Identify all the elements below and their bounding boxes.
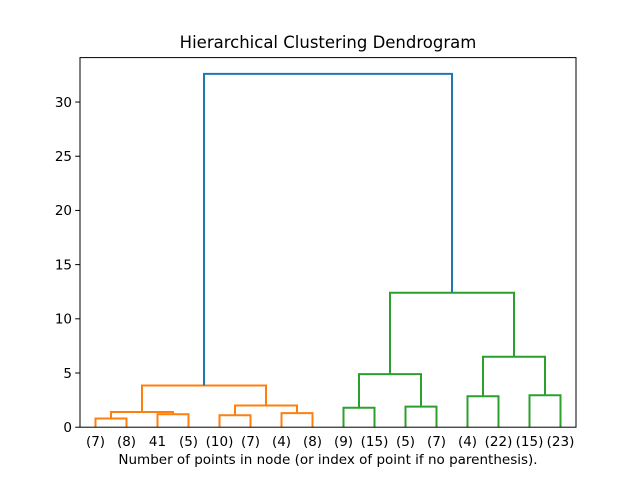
- leaf-label: (22): [485, 434, 513, 450]
- leaf-label: (15): [361, 434, 389, 450]
- dendrogram-link: [342, 406, 376, 428]
- leaf-label: (15): [516, 434, 544, 450]
- leaf-label: (5): [179, 434, 198, 450]
- leaf-label: (7): [427, 434, 446, 450]
- dendrogram-link: [203, 72, 453, 386]
- leaf-label: (8): [117, 434, 136, 450]
- dendrogram-link: [404, 405, 438, 428]
- leaf-label: (7): [86, 434, 105, 450]
- dendrogram-link: [280, 412, 314, 428]
- leaf-label: (8): [303, 434, 322, 450]
- dendrogram-link: [528, 394, 562, 428]
- dendrogram-link: [466, 395, 500, 428]
- leaf-label: 41: [149, 434, 166, 450]
- axes-frame: [79, 57, 577, 428]
- leaf-label: (4): [458, 434, 477, 450]
- y-tick-label: 30: [55, 95, 72, 111]
- leaf-label: (5): [396, 434, 415, 450]
- dendrogram-link: [482, 355, 546, 397]
- dendrogram-link: [94, 417, 128, 428]
- leaf-label: (9): [334, 434, 353, 450]
- y-tick-label: 10: [55, 312, 72, 328]
- x-axis-label: Number of points in node (or index of po…: [118, 452, 538, 468]
- y-tick-label: 5: [63, 366, 72, 382]
- dendrogram-link: [234, 404, 298, 416]
- leaf-label: (10): [206, 434, 234, 450]
- y-tick-label: 0: [63, 420, 72, 436]
- dendrogram-link: [110, 411, 174, 419]
- dendrogram-link: [218, 414, 252, 428]
- dendrogram-link: [156, 413, 190, 428]
- chart-title: Hierarchical Clustering Dendrogram: [179, 33, 477, 52]
- dendrogram-link: [358, 373, 422, 408]
- leaf-label: (23): [547, 434, 575, 450]
- y-tick-label: 20: [55, 203, 72, 219]
- dendrogram-link: [389, 291, 515, 375]
- y-tick-label: 15: [55, 257, 72, 273]
- leaf-label: (4): [272, 434, 291, 450]
- leaf-label: (7): [241, 434, 260, 450]
- dendrogram-link: [141, 384, 267, 413]
- y-tick-label: 25: [55, 149, 72, 165]
